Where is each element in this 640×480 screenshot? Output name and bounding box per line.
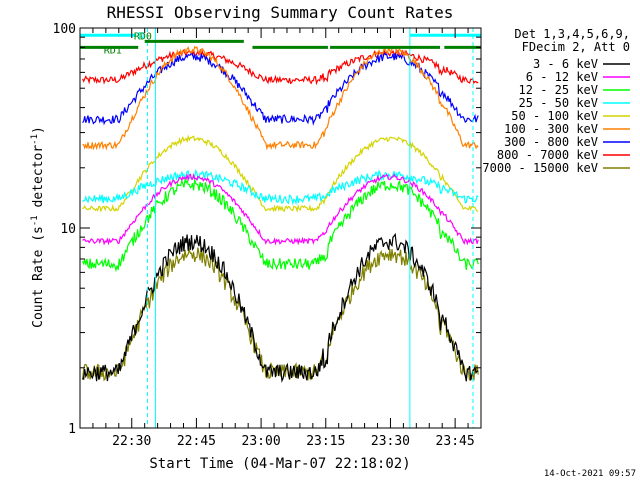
legend-label-7: 300 - 800 keV: [504, 135, 598, 149]
x-tick-label: 23:30: [371, 434, 410, 449]
rd1-label: RD1: [104, 45, 122, 56]
series-line-9: [82, 247, 479, 382]
series-line-3: [82, 177, 479, 273]
y-tick-label: 1: [68, 422, 76, 437]
x-tick-label: 22:45: [177, 434, 216, 449]
y-axis-label: Count Rate (s-1 detector-1): [30, 126, 46, 328]
axes: 1 10 100 22:30 22:45 23:00 23:15 23:30 23:45: [53, 22, 482, 449]
legend-label-2: 6 - 12 keV: [526, 70, 598, 84]
x-tick-label: 22:30: [112, 434, 151, 449]
series-line-7: [82, 51, 479, 126]
series-line-5: [82, 134, 479, 214]
x-tick-label: 23:45: [436, 434, 475, 449]
y-tick-label: 100: [53, 22, 76, 37]
legend-header-line-1: Det 1,3,4,5,6,9,: [514, 27, 630, 41]
legend-label-5: 50 - 100 keV: [511, 109, 598, 123]
series-line-4: [82, 168, 479, 206]
legend-label-6: 100 - 300 keV: [504, 122, 598, 136]
legend-label-9: 7000 - 15000 keV: [482, 161, 598, 175]
series-line-2: [82, 172, 479, 246]
chart-title: RHESSI Observing Summary Count Rates: [107, 3, 454, 22]
legend-label-3: 12 - 25 keV: [519, 83, 598, 97]
legend-label-1: 3 - 6 keV: [533, 57, 598, 71]
y-tick-label: 10: [60, 222, 76, 237]
y-axis-label-sup2: -1: [30, 134, 40, 145]
night-bar-label: N: [138, 31, 144, 42]
footer-timestamp: 14-Oct-2021 09:57: [544, 469, 636, 479]
x-tick-label: 23:00: [242, 434, 281, 449]
legend-label-8: 800 - 7000 keV: [497, 148, 598, 162]
y-axis-label-sup: -1: [30, 215, 40, 226]
series-line-1: [82, 232, 479, 383]
x-tick-label: 23:15: [306, 434, 345, 449]
y-axis-label-end: ): [31, 126, 46, 134]
legend-label-4: 25 - 50 keV: [519, 96, 598, 110]
series-line-8: [82, 48, 479, 86]
rd0-label: RD0: [134, 31, 152, 42]
y-axis-label-tail: detector: [31, 145, 46, 216]
legend-header-line-2: FDecim 2, Att 0: [522, 40, 630, 54]
y-axis-label-main: Count Rate (s: [31, 226, 46, 328]
series-line-6: [82, 45, 479, 151]
x-axis-label: Start Time (04-Mar-07 22:18:02): [149, 456, 410, 472]
